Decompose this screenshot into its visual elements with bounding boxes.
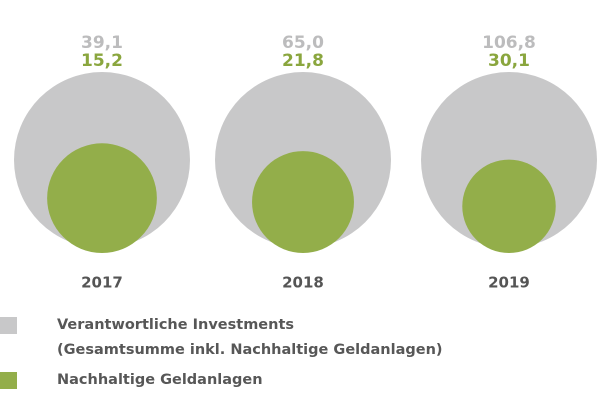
sub-label: 30,1 <box>488 51 530 71</box>
sub-bubble <box>462 159 556 253</box>
year-label: 2018 <box>282 274 324 292</box>
legend-label: Nachhaltige Geldanlagen <box>57 372 263 388</box>
legend-label: Verantwortliche Investments (Gesamtsumme… <box>57 317 443 358</box>
year-label: 2017 <box>81 274 123 292</box>
total-label: 65,0 <box>282 33 324 53</box>
total-label: 106,8 <box>482 33 536 53</box>
sub-label: 21,8 <box>282 51 324 71</box>
year-label: 2019 <box>488 274 530 292</box>
sub-label: 15,2 <box>81 51 123 71</box>
legend-swatch <box>0 372 17 389</box>
sub-bubble <box>47 143 157 253</box>
sub-bubble <box>252 151 354 254</box>
total-label: 39,1 <box>81 33 123 53</box>
plot: 39,115,2 2017 65,021,8 2018 106,830,1 2019 <box>14 33 597 292</box>
legend-swatch <box>0 317 17 334</box>
